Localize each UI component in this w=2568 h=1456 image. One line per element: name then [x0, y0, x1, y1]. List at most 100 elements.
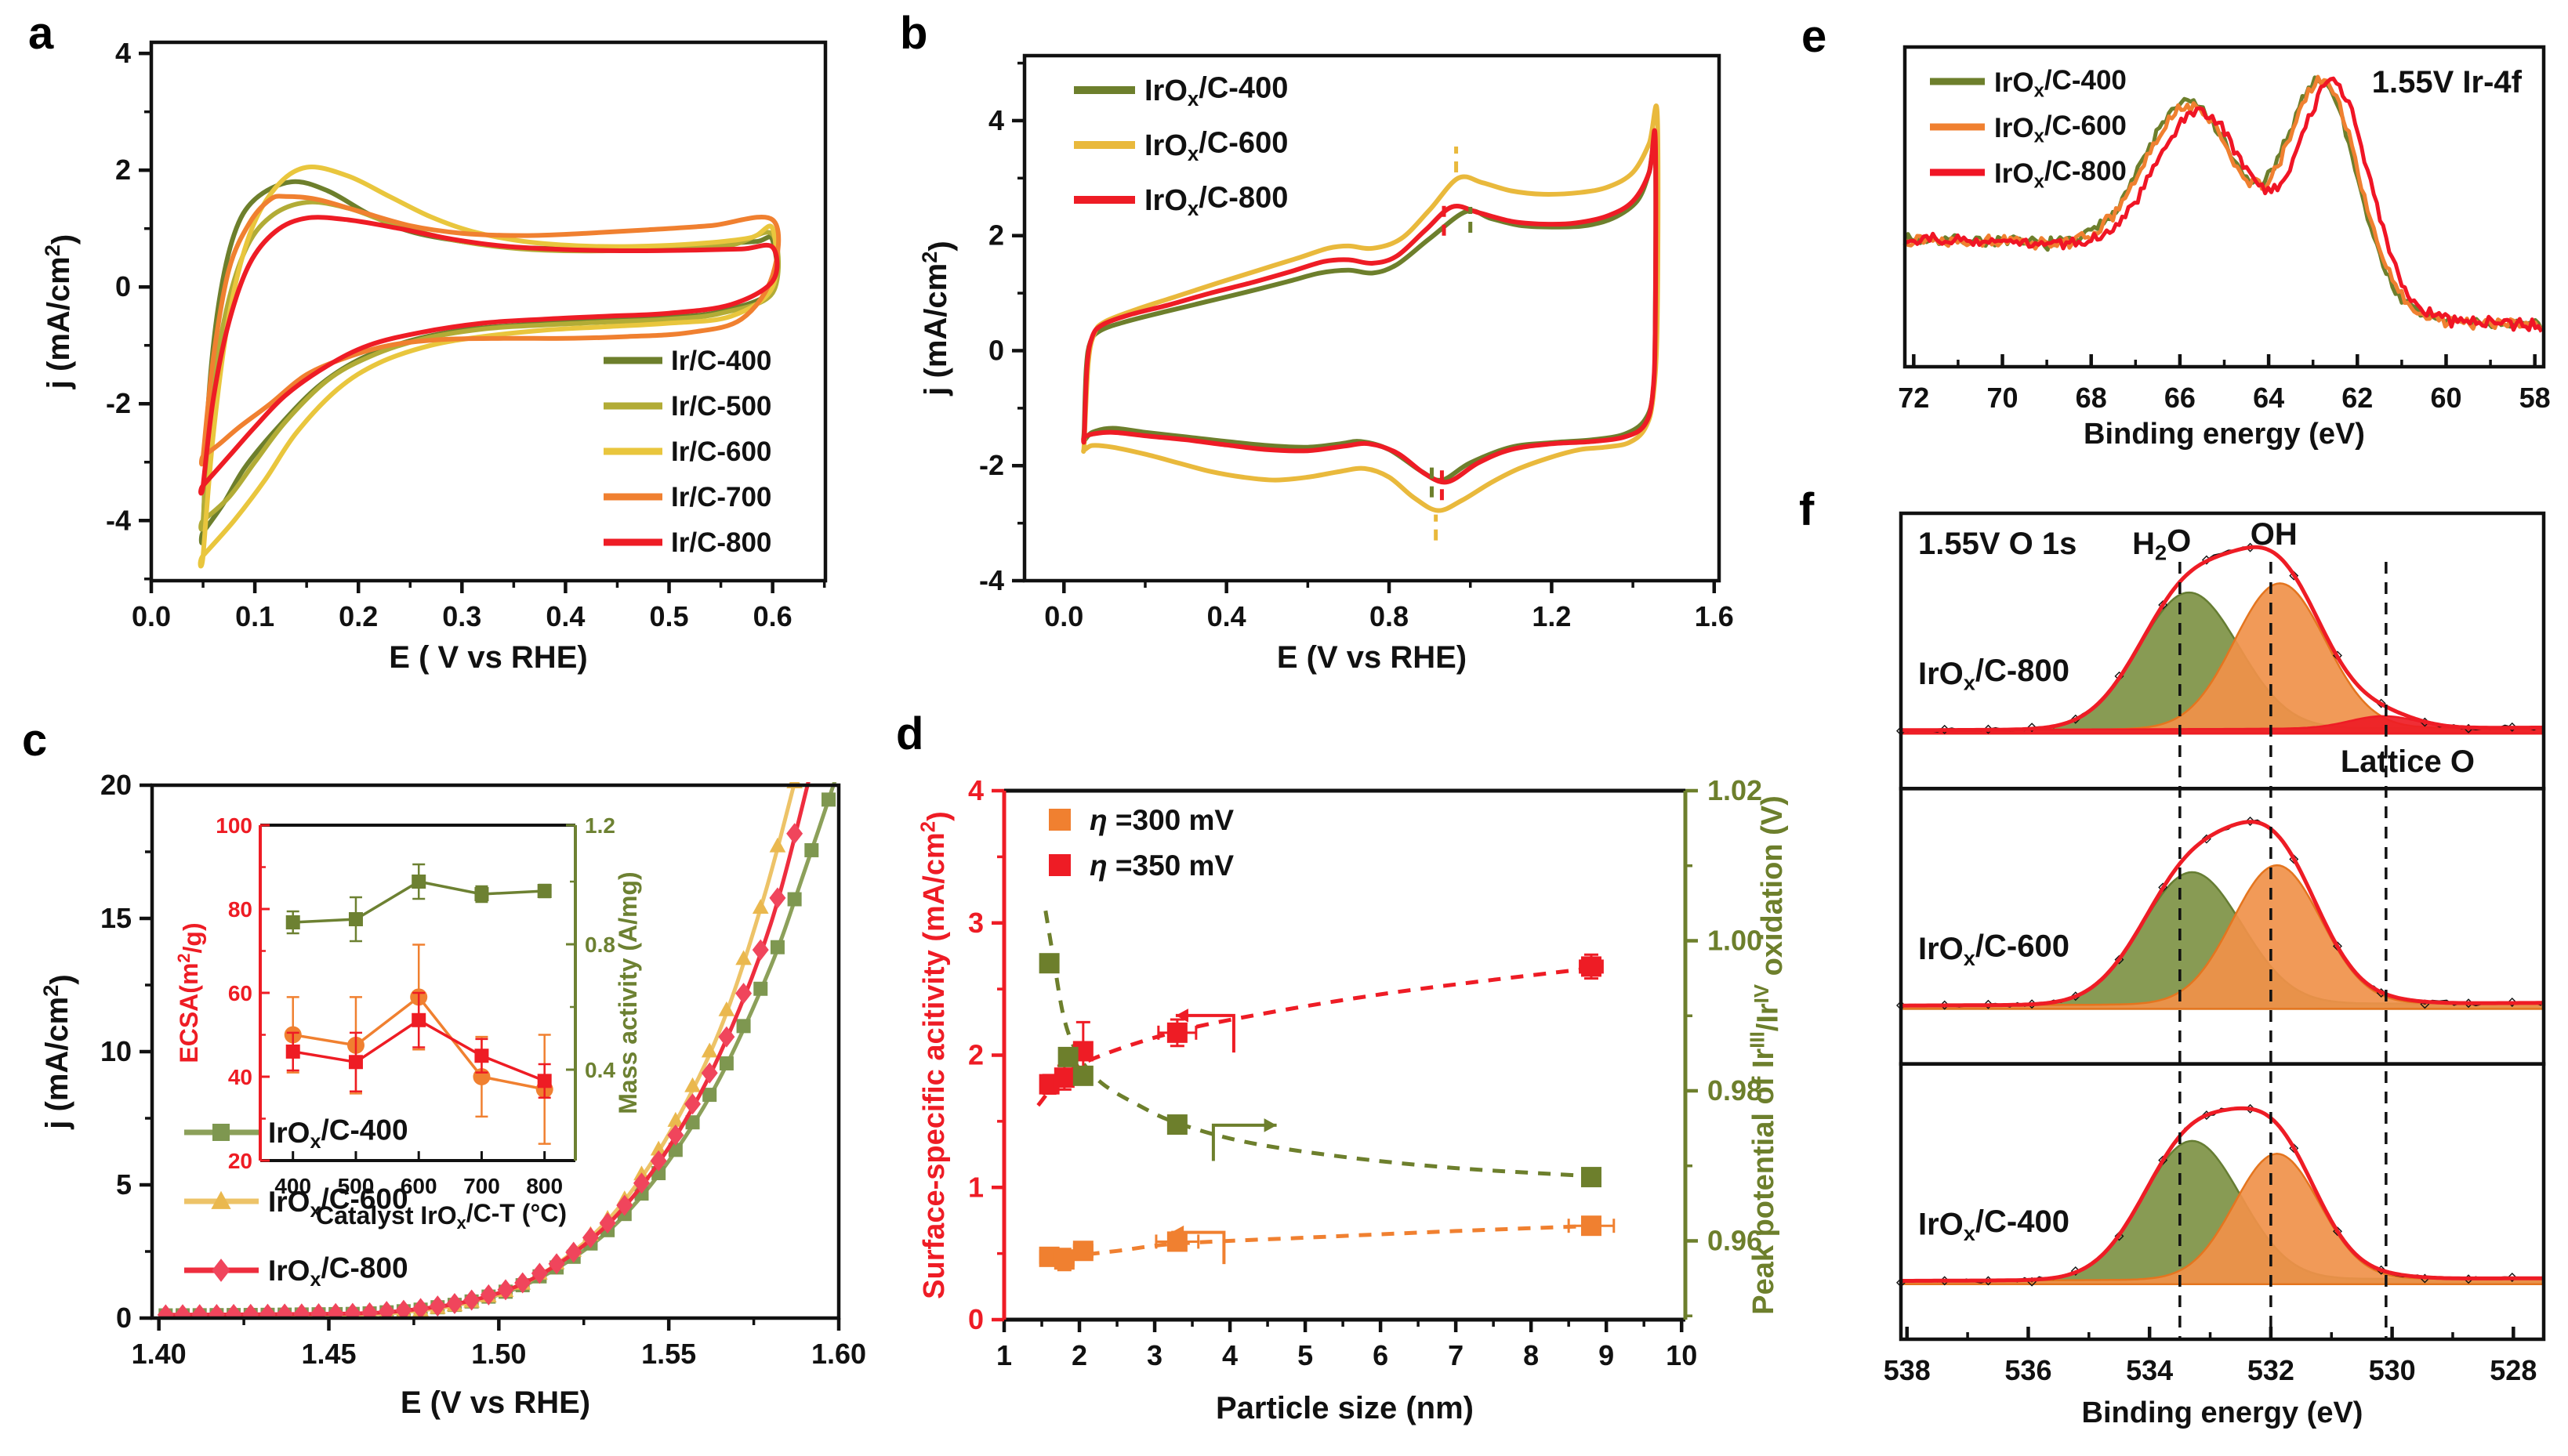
- panel-d-xtick: 5: [1297, 1339, 1313, 1371]
- panel-a-xtick: 0.0: [132, 600, 171, 632]
- panel-f-xlabel: Binding energy (eV): [2082, 1396, 2363, 1429]
- inset-ylabel-right: Mass activity (A/mg): [614, 871, 642, 1114]
- panel-d-ytick-right: 0.96: [1707, 1224, 1762, 1256]
- panel-c-legend-IrO_{x}/C-600: IrOx/C-600: [268, 1183, 408, 1222]
- panel-e-legend-IrO_{x}/C-400: IrOx/C-400: [1994, 65, 2127, 102]
- panel-c-line-IrO_{x}/C-600: [158, 782, 797, 1318]
- panel-f-sample-IrO_{x}/C-600: IrOx/C-600: [1918, 929, 2069, 970]
- panel-d-legend-0: η =300 mV: [1090, 804, 1234, 836]
- inset-ytick-left: 20: [228, 1149, 252, 1173]
- panel-b-xtick: 1.2: [1532, 600, 1571, 632]
- panel-f-sub-IrO_{x}/C-400: IrOx/C-400: [1896, 1062, 2546, 1342]
- panel-d-ylabel-left: Surface-specific acitivity (mA/cm2): [917, 811, 955, 1299]
- panel-a-ytick: -4: [106, 504, 131, 536]
- panel-f-xtick: 532: [2247, 1354, 2294, 1386]
- inset-ytick-right: 0.4: [585, 1058, 615, 1082]
- panel-label-b: b: [900, 8, 928, 59]
- panel-c-xtick: 1.60: [811, 1338, 866, 1370]
- panel-f-envelope-IrO_{x}/C-600: [1901, 820, 2544, 1008]
- inset-ytick-right: 0.8: [585, 933, 615, 957]
- panel-c-inset: 400 500 600 700 800 20 40 60 80 100 0.4 0.8 1.2 Catal…: [174, 813, 642, 1233]
- panel-c-ytick: 10: [100, 1035, 132, 1067]
- panel-b-series-IrO_{x}/C-800: [1081, 128, 1659, 485]
- panel-e-xtick: 66: [2164, 382, 2196, 414]
- panel-f-envelope-IrO_{x}/C-800: [1900, 545, 2544, 733]
- panel-label-e: e: [1801, 11, 1827, 62]
- panel-d-xtick: 4: [1222, 1339, 1238, 1371]
- panel-e-xtick: 58: [2519, 382, 2551, 414]
- inset-ytick-right: 1.2: [585, 813, 615, 838]
- panel-b: 0.0 0.4 0.8 1.2 1.6 4 2 0 -2 -4 E (V vs RHE) j (mA/…: [917, 53, 1734, 675]
- panel-d-xtick: 6: [1373, 1339, 1388, 1371]
- panel-b-ytick: -4: [979, 564, 1004, 596]
- panel-c-ytick: 5: [116, 1168, 132, 1201]
- panel-a-legend-Ir/C-400: Ir/C-400: [671, 346, 771, 376]
- panel-c-ytick: 15: [100, 902, 132, 934]
- panel-a-legend-Ir/C-800: Ir/C-800: [671, 527, 771, 558]
- panel-d-trend-eta300: [1041, 1223, 1599, 1262]
- panel-e: 72 70 68 66 64 62 60 58 Binding energy (eV) 1.55V…: [1898, 45, 2551, 451]
- panel-c-curves: [157, 782, 837, 1318]
- panel-f-sample-IrO_{x}/C-800: IrOx/C-800: [1918, 654, 2069, 694]
- panel-a-legend-Ir/C-600: Ir/C-600: [671, 436, 771, 467]
- panel-c-ytick: 0: [116, 1302, 132, 1334]
- panel-label-a: a: [28, 8, 54, 59]
- panel-a-ytick: 2: [115, 154, 131, 186]
- panel-a-xtick: 0.5: [649, 600, 688, 632]
- panel-f-xtick: 528: [2490, 1354, 2537, 1386]
- panel-c-ylabel: j (mA/cm2): [38, 974, 79, 1129]
- panel-c-xlabel: E (V vs RHE): [401, 1385, 590, 1420]
- panel-e-xtick: 62: [2341, 382, 2373, 414]
- panel-d-arrow: [1175, 1013, 1235, 1053]
- inset-ytick-left: 100: [216, 813, 252, 838]
- panel-f-title: 1.55V O 1s: [1918, 527, 2077, 561]
- panel-d-ytick-right: 1.00: [1707, 924, 1762, 956]
- inset-ytick-left: 40: [228, 1065, 252, 1089]
- panel-label-d: d: [896, 708, 924, 759]
- panel-d-ytick-left: 4: [968, 774, 984, 806]
- panel-d-ytick-left: 2: [968, 1039, 984, 1071]
- panel-d-arrow: [1211, 1123, 1277, 1161]
- panel-a-xtick: 0.1: [235, 600, 274, 632]
- inset-xtick: 600: [401, 1174, 437, 1198]
- panel-d-arrow: [1171, 1230, 1226, 1265]
- inset-ytick-left: 60: [228, 981, 252, 1005]
- panel-a-ytick: 4: [115, 37, 131, 69]
- panel-c-xtick: 1.50: [471, 1338, 526, 1370]
- panel-b-ytick: 4: [988, 104, 1004, 136]
- panel-c-xtick: 1.40: [132, 1338, 187, 1370]
- panel-d-trend-peak_potential: [1043, 910, 1595, 1179]
- panel-d-xtick: 7: [1448, 1339, 1464, 1371]
- panel-c-xtick: 1.45: [301, 1338, 356, 1370]
- panel-label-c: c: [22, 715, 48, 766]
- panel-a-xtick: 0.3: [442, 600, 481, 632]
- panel-b-legend-IrO_{x}/C-800: IrOx/C-800: [1144, 182, 1288, 221]
- inset-xtick: 400: [274, 1174, 311, 1198]
- panel-c-legend-IrO_{x}/C-400: IrOx/C-400: [268, 1114, 408, 1153]
- panel-a-series-Ir/C-700: [199, 194, 782, 467]
- panel-c-ytick: 20: [100, 769, 132, 801]
- panel-d-ytick-left: 3: [968, 907, 984, 939]
- panel-f-sub-IrO_{x}/C-600: IrOx/C-600: [1896, 787, 2546, 1066]
- panel-label-f: f: [1799, 484, 1815, 535]
- panel-b-xtick: 0.0: [1044, 600, 1083, 632]
- panel-a-xtick: 0.6: [753, 600, 793, 632]
- panel-c-legend-IrO_{x}/C-800: IrOx/C-800: [268, 1252, 408, 1291]
- panel-d-xtick: 1: [996, 1339, 1012, 1371]
- panel-b-ylabel: j (mA/cm2): [917, 241, 958, 396]
- panel-f: IrOx/C-800 IrOx/C-600 IrOx/C-400 538 536 534 5…: [1884, 511, 2546, 1429]
- panel-d-xtick: 10: [1666, 1339, 1697, 1371]
- panel-f-annotation-oh: OH: [2251, 517, 2298, 552]
- panel-e-xtick: 68: [2076, 382, 2107, 414]
- panel-a-ytick: 0: [115, 270, 131, 302]
- panel-b-xlabel: E (V vs RHE): [1277, 640, 1467, 675]
- panel-f-xtick: 534: [2126, 1354, 2173, 1386]
- panel-d-xtick: 9: [1598, 1339, 1614, 1371]
- panel-d-xlabel: Particle size (nm): [1216, 1391, 1474, 1425]
- panel-d-ytick-right: 0.98: [1707, 1074, 1762, 1106]
- panel-d-ytick-right: 1.02: [1707, 774, 1762, 806]
- panel-b-xtick: 0.8: [1369, 600, 1409, 632]
- panel-b-xtick: 0.4: [1207, 600, 1246, 632]
